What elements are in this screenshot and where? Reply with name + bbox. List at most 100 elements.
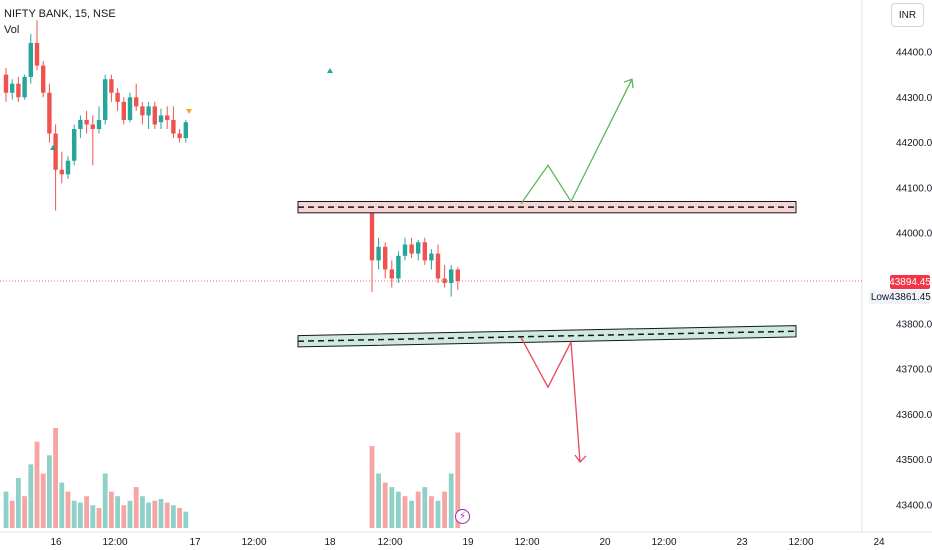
candle-body — [455, 269, 460, 282]
volume-indicator-label[interactable]: Vol — [4, 24, 20, 36]
symbol-title[interactable]: NIFTY BANK, 15, NSE — [4, 8, 116, 20]
time-tick-label: 12:00 — [377, 537, 402, 548]
volume-bar — [177, 508, 182, 528]
time-tick-label: 12:00 — [241, 537, 266, 548]
candle-body — [409, 244, 414, 254]
candle-body — [72, 129, 77, 161]
volume-bar — [389, 487, 395, 528]
candle-body — [389, 269, 394, 279]
candle-body — [152, 106, 157, 125]
volume-bar — [158, 498, 164, 528]
candle-body — [22, 76, 27, 98]
time-tick-label: 12:00 — [514, 537, 539, 548]
volume-bar — [84, 496, 89, 528]
candle-body — [429, 253, 434, 261]
bearish-arrowhead — [574, 454, 587, 463]
volume-bar — [422, 487, 428, 528]
candle-body — [376, 246, 381, 261]
price-tick-label: 44400.00 — [896, 48, 932, 59]
price-tick-label: 43800.00 — [896, 319, 932, 330]
candle-body — [183, 122, 188, 139]
support-zone — [297, 325, 797, 348]
candle-body — [59, 169, 64, 175]
volume-bar — [121, 505, 127, 528]
signal-marker-up — [327, 68, 333, 73]
candle-body — [84, 119, 89, 125]
volume-bar — [455, 432, 461, 528]
price-tick-label: 43700.00 — [896, 365, 932, 376]
signal-marker-up — [50, 145, 56, 150]
candle-body — [90, 124, 95, 130]
volume-bar — [171, 505, 176, 528]
volume-bar — [53, 428, 58, 528]
signal-marker-down — [186, 109, 192, 114]
price-tick-label: 44100.00 — [896, 183, 932, 194]
time-tick-label: 18 — [324, 537, 336, 548]
time-tick-label: 12:00 — [788, 537, 813, 548]
candle-body — [416, 242, 421, 254]
price-tick-label: 44200.00 — [896, 138, 932, 149]
candle-body — [109, 79, 114, 93]
candle-body — [16, 83, 21, 98]
volume-bar — [115, 496, 120, 528]
candle-body — [422, 242, 427, 261]
candle-body — [96, 119, 102, 130]
price-tick-label: 43600.00 — [896, 410, 932, 421]
volume-bar — [164, 502, 170, 528]
time-tick-label: 16 — [50, 537, 62, 548]
currency-button[interactable]: INR — [891, 3, 924, 27]
volume-bar — [442, 491, 447, 528]
candle-body — [3, 74, 9, 93]
candle-body — [65, 160, 71, 175]
candle-body — [134, 97, 139, 107]
volume-bar — [102, 473, 108, 528]
volume-bar — [152, 500, 158, 528]
candle-body — [146, 106, 151, 116]
candle-body — [28, 42, 33, 77]
support-zone-midline — [297, 330, 797, 343]
volume-bar — [435, 500, 441, 528]
volume-bar — [448, 473, 454, 528]
volume-bar — [183, 511, 189, 528]
volume-bar — [65, 491, 71, 528]
volume-bar — [96, 508, 102, 528]
candle-body — [127, 97, 133, 120]
volume-bar — [59, 482, 65, 528]
volume-bar — [409, 500, 414, 528]
lightning-icon[interactable]: ⚡ — [455, 509, 470, 524]
candle-body — [53, 133, 58, 170]
candle-body — [103, 79, 108, 120]
candle-body — [78, 119, 83, 130]
candle-body — [34, 42, 40, 66]
candle-body — [41, 65, 46, 93]
candle-body — [121, 101, 126, 120]
price-tick-label: 44000.00 — [896, 229, 932, 240]
candle-body — [449, 269, 454, 284]
candle-body — [171, 119, 176, 134]
volume-bar — [47, 455, 52, 528]
low-label: Low — [869, 290, 891, 304]
price-tick-label: 44300.00 — [896, 93, 932, 104]
volume-bar — [22, 496, 27, 528]
volume-bar — [146, 502, 151, 528]
candle-body — [47, 92, 52, 134]
price-tick-label: 43400.00 — [896, 501, 932, 512]
time-tick-label: 12:00 — [651, 537, 676, 548]
time-tick-label: 19 — [462, 537, 474, 548]
volume-bar — [34, 441, 40, 528]
time-tick-label: 12:00 — [102, 537, 127, 548]
volume-bar — [3, 491, 9, 528]
low-price-tag: 43861.45 — [889, 290, 931, 304]
candle-body — [369, 206, 375, 261]
time-tick-label: 24 — [873, 537, 885, 548]
volume-bar — [127, 500, 133, 528]
bearish-projection — [520, 337, 581, 463]
time-tick-label: 17 — [189, 537, 201, 548]
volume-bar — [429, 496, 434, 528]
volume-bar — [369, 446, 375, 528]
time-tick-label: 23 — [736, 537, 748, 548]
volume-bar — [415, 491, 421, 528]
volume-bar — [71, 500, 77, 528]
volume-bar — [140, 496, 145, 528]
